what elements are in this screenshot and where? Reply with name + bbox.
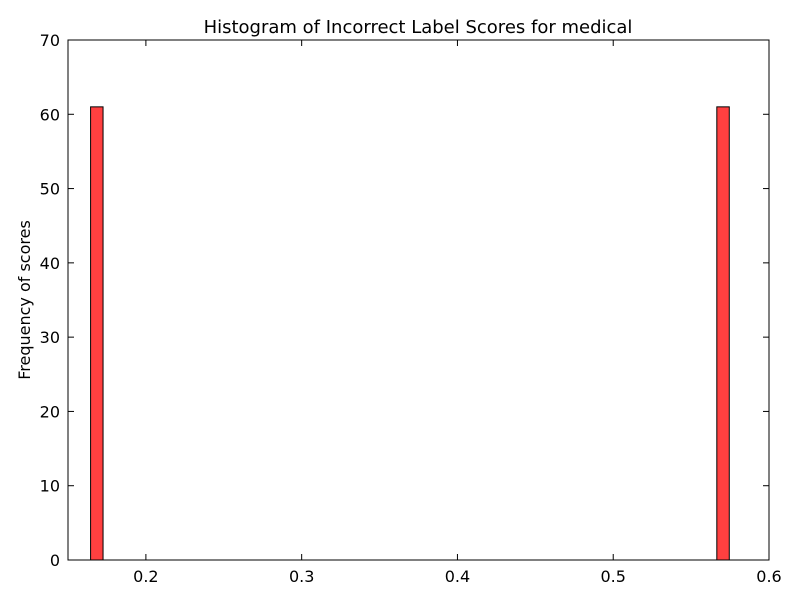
histogram-bar-0 [90,106,104,561]
histogram-bar-1 [716,106,730,561]
y-tick-label-4: 40 [40,254,60,273]
bars-layer [90,106,730,561]
y-tick-label-6: 60 [40,105,60,124]
x-tick-label-0: 0.2 [133,567,158,586]
y-tick-label-7: 70 [40,31,60,50]
x-tick-label-4: 0.6 [756,567,781,586]
x-tick-label-1: 0.3 [289,567,314,586]
y-axis-label: Frequency of scores [15,220,34,380]
ticks-layer: 0.2 0.3 0.4 0.5 0.6 0 10 20 30 40 50 60 70 [40,31,782,586]
y-tick-label-2: 20 [40,402,60,421]
x-tick-label-3: 0.5 [600,567,625,586]
plot-frame [67,39,770,561]
x-tick-label-2: 0.4 [445,567,470,586]
y-tick-label-5: 50 [40,180,60,199]
chart-title: Histogram of Incorrect Label Scores for … [204,17,633,38]
y-tick-label-3: 30 [40,328,60,347]
y-tick-label-0: 0 [50,551,60,570]
y-tick-label-1: 10 [40,477,60,496]
